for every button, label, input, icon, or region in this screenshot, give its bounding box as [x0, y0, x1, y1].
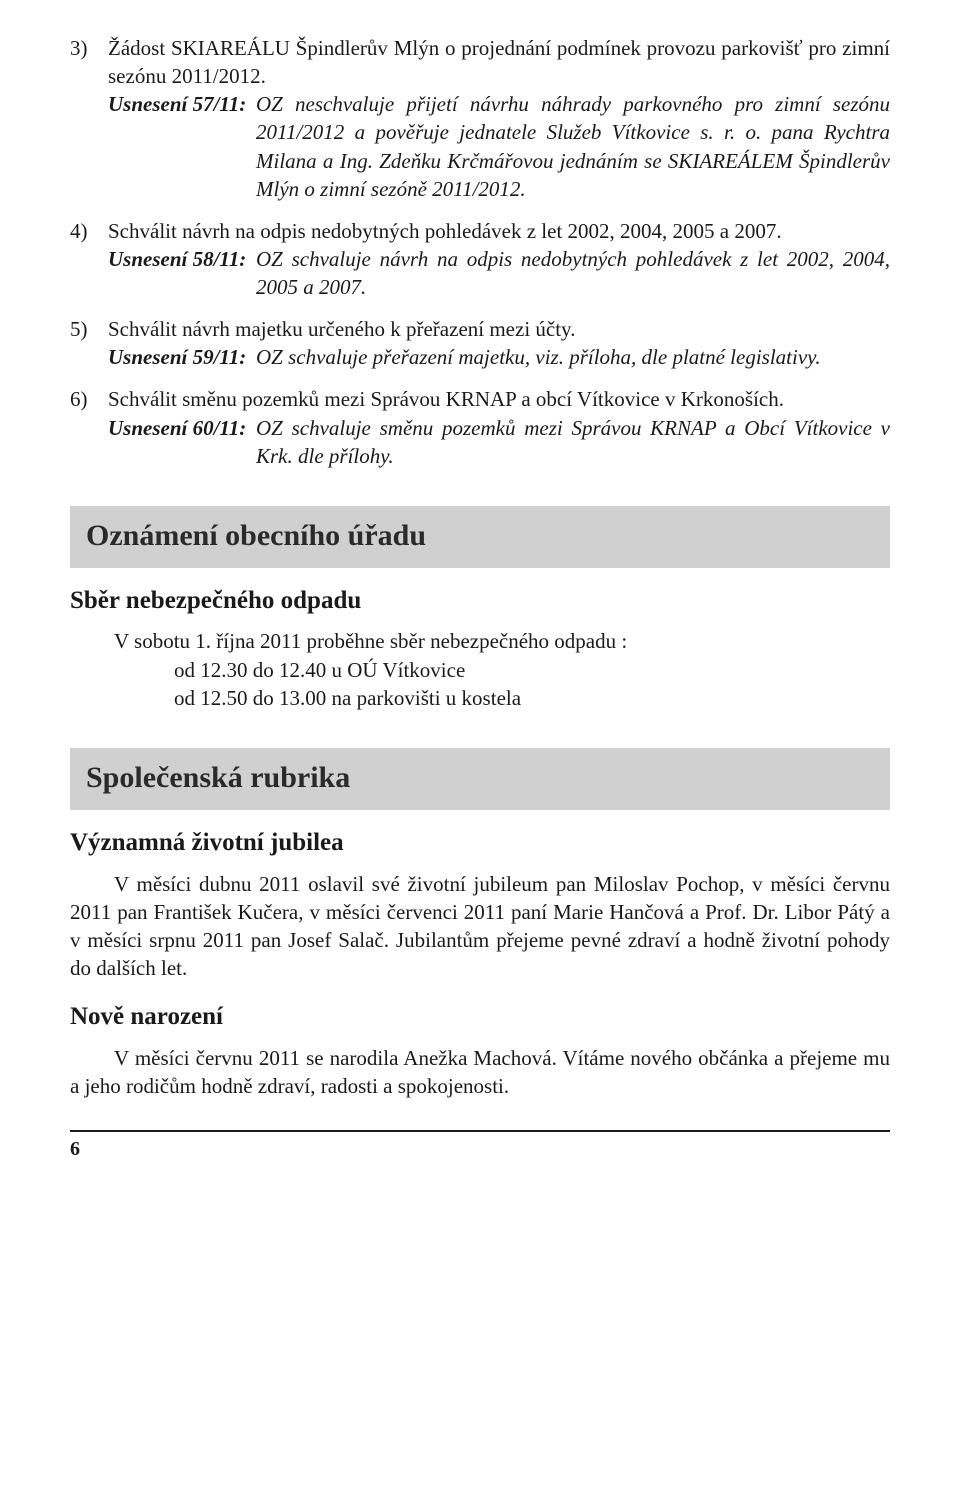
sber-details: V sobotu 1. října 2011 proběhne sběr neb…	[70, 627, 890, 711]
resolution-label: Usnesení 58/11:	[108, 245, 256, 301]
resolution-text: OZ schvaluje přeřazení majetku, viz. pří…	[256, 343, 890, 371]
resolution-label: Usnesení 60/11:	[108, 414, 256, 470]
item-lead: Žádost SKIAREÁLU Špindlerův Mlýn o proje…	[108, 34, 890, 90]
list-item-4: 4) Schválit návrh na odpis nedobytných p…	[70, 217, 890, 301]
sber-line-3: od 12.50 do 13.00 na parkovišti u kostel…	[114, 684, 890, 712]
resolution-text: OZ schvaluje návrh na odpis nedobytných …	[256, 245, 890, 301]
item-lead: Schválit návrh majetku určeného k přeřaz…	[108, 315, 890, 343]
sber-line-2: od 12.30 do 12.40 u OÚ Vítkovice	[114, 656, 890, 684]
page-number: 6	[70, 1138, 80, 1160]
item-body: Schválit návrh na odpis nedobytných pohl…	[108, 217, 890, 301]
resolution-text: OZ neschvaluje přijetí návrhu náhrady pa…	[256, 90, 890, 203]
item-number: 6)	[70, 385, 98, 469]
jubilea-paragraph: V měsíci dubnu 2011 oslavil své životní …	[70, 870, 890, 983]
item-lead: Schválit směnu pozemků mezi Správou KRNA…	[108, 385, 890, 413]
list-item-3: 3) Žádost SKIAREÁLU Špindlerův Mlýn o pr…	[70, 34, 890, 203]
section-subtitle-jubilea: Významná životní jubilea	[70, 826, 890, 860]
resolution-text: OZ schvaluje směnu pozemků mezi Správou …	[256, 414, 890, 470]
item-number: 5)	[70, 315, 98, 371]
list-item-6: 6) Schválit směnu pozemků mezi Správou K…	[70, 385, 890, 469]
section-title: Společenská rubrika	[86, 758, 874, 798]
resolution-row: Usnesení 57/11: OZ neschvaluje přijetí n…	[108, 90, 890, 203]
resolution-row: Usnesení 58/11: OZ schvaluje návrh na od…	[108, 245, 890, 301]
sber-line-1: V sobotu 1. října 2011 proběhne sběr neb…	[114, 627, 890, 655]
item-body: Schválit směnu pozemků mezi Správou KRNA…	[108, 385, 890, 469]
page-footer: 6	[70, 1130, 890, 1163]
item-number: 4)	[70, 217, 98, 301]
section-bar-spolecenska: Společenská rubrika	[70, 748, 890, 810]
resolution-row: Usnesení 59/11: OZ schvaluje přeřazení m…	[108, 343, 890, 371]
section-title: Oznámení obecního úřadu	[86, 516, 874, 556]
item-number: 3)	[70, 34, 98, 203]
item-body: Schválit návrh majetku určeného k přeřaz…	[108, 315, 890, 371]
item-body: Žádost SKIAREÁLU Špindlerův Mlýn o proje…	[108, 34, 890, 203]
section-subtitle-sber: Sběr nebezpečného odpadu	[70, 584, 890, 618]
narozeni-paragraph: V měsíci červnu 2011 se narodila Anežka …	[70, 1044, 890, 1100]
section-bar-oznameni: Oznámení obecního úřadu	[70, 506, 890, 568]
list-item-5: 5) Schválit návrh majetku určeného k pře…	[70, 315, 890, 371]
item-lead: Schválit návrh na odpis nedobytných pohl…	[108, 217, 890, 245]
section-subtitle-narozeni: Nově narození	[70, 1000, 890, 1034]
resolution-label: Usnesení 57/11:	[108, 90, 256, 203]
resolution-label: Usnesení 59/11:	[108, 343, 256, 371]
resolution-row: Usnesení 60/11: OZ schvaluje směnu pozem…	[108, 414, 890, 470]
